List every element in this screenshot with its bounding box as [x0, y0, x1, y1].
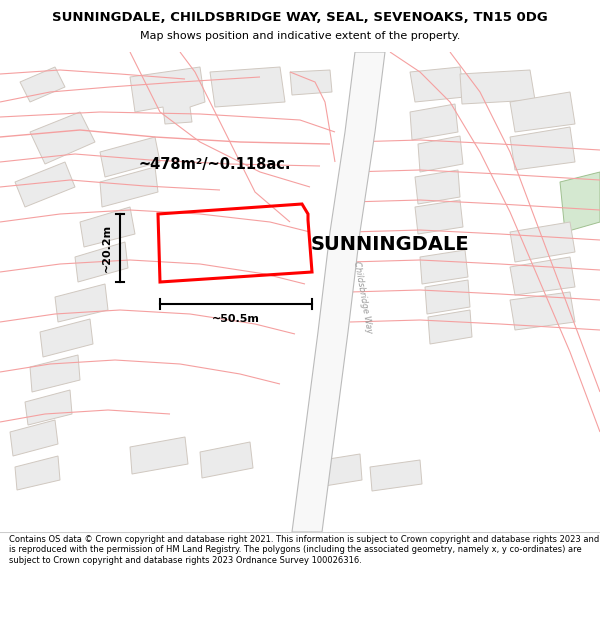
- Polygon shape: [40, 319, 93, 357]
- Polygon shape: [510, 127, 575, 170]
- Polygon shape: [428, 310, 472, 344]
- Polygon shape: [310, 454, 362, 488]
- Polygon shape: [418, 136, 463, 172]
- Polygon shape: [30, 112, 95, 164]
- Polygon shape: [25, 390, 72, 425]
- Polygon shape: [292, 52, 385, 532]
- Polygon shape: [560, 172, 600, 232]
- Text: Map shows position and indicative extent of the property.: Map shows position and indicative extent…: [140, 31, 460, 41]
- Polygon shape: [290, 70, 332, 95]
- Polygon shape: [410, 104, 458, 140]
- Text: Childsbridge Way: Childsbridge Way: [352, 260, 374, 334]
- Text: ~478m²/~0.118ac.: ~478m²/~0.118ac.: [139, 156, 291, 171]
- Polygon shape: [510, 222, 575, 262]
- Polygon shape: [100, 167, 158, 207]
- Polygon shape: [130, 437, 188, 474]
- Polygon shape: [420, 250, 468, 284]
- Polygon shape: [20, 67, 65, 102]
- Polygon shape: [75, 242, 128, 282]
- Polygon shape: [210, 67, 285, 107]
- Polygon shape: [10, 420, 58, 456]
- Polygon shape: [415, 170, 460, 204]
- Polygon shape: [425, 280, 470, 314]
- Polygon shape: [370, 460, 422, 491]
- Polygon shape: [510, 292, 575, 330]
- Polygon shape: [510, 92, 575, 132]
- Polygon shape: [100, 137, 160, 177]
- Polygon shape: [80, 207, 135, 247]
- Polygon shape: [510, 257, 575, 295]
- Polygon shape: [130, 67, 205, 124]
- Polygon shape: [15, 162, 75, 207]
- Text: ~20.2m: ~20.2m: [102, 224, 112, 272]
- Polygon shape: [55, 284, 108, 322]
- Text: ~50.5m: ~50.5m: [212, 314, 260, 324]
- Text: SUNNINGDALE: SUNNINGDALE: [311, 234, 469, 254]
- Polygon shape: [410, 67, 465, 102]
- Polygon shape: [460, 70, 535, 104]
- Polygon shape: [15, 456, 60, 490]
- Polygon shape: [200, 442, 253, 478]
- Polygon shape: [415, 200, 463, 234]
- Text: SUNNINGDALE, CHILDSBRIDGE WAY, SEAL, SEVENOAKS, TN15 0DG: SUNNINGDALE, CHILDSBRIDGE WAY, SEAL, SEV…: [52, 11, 548, 24]
- Text: Contains OS data © Crown copyright and database right 2021. This information is : Contains OS data © Crown copyright and d…: [9, 535, 599, 564]
- Polygon shape: [30, 355, 80, 392]
